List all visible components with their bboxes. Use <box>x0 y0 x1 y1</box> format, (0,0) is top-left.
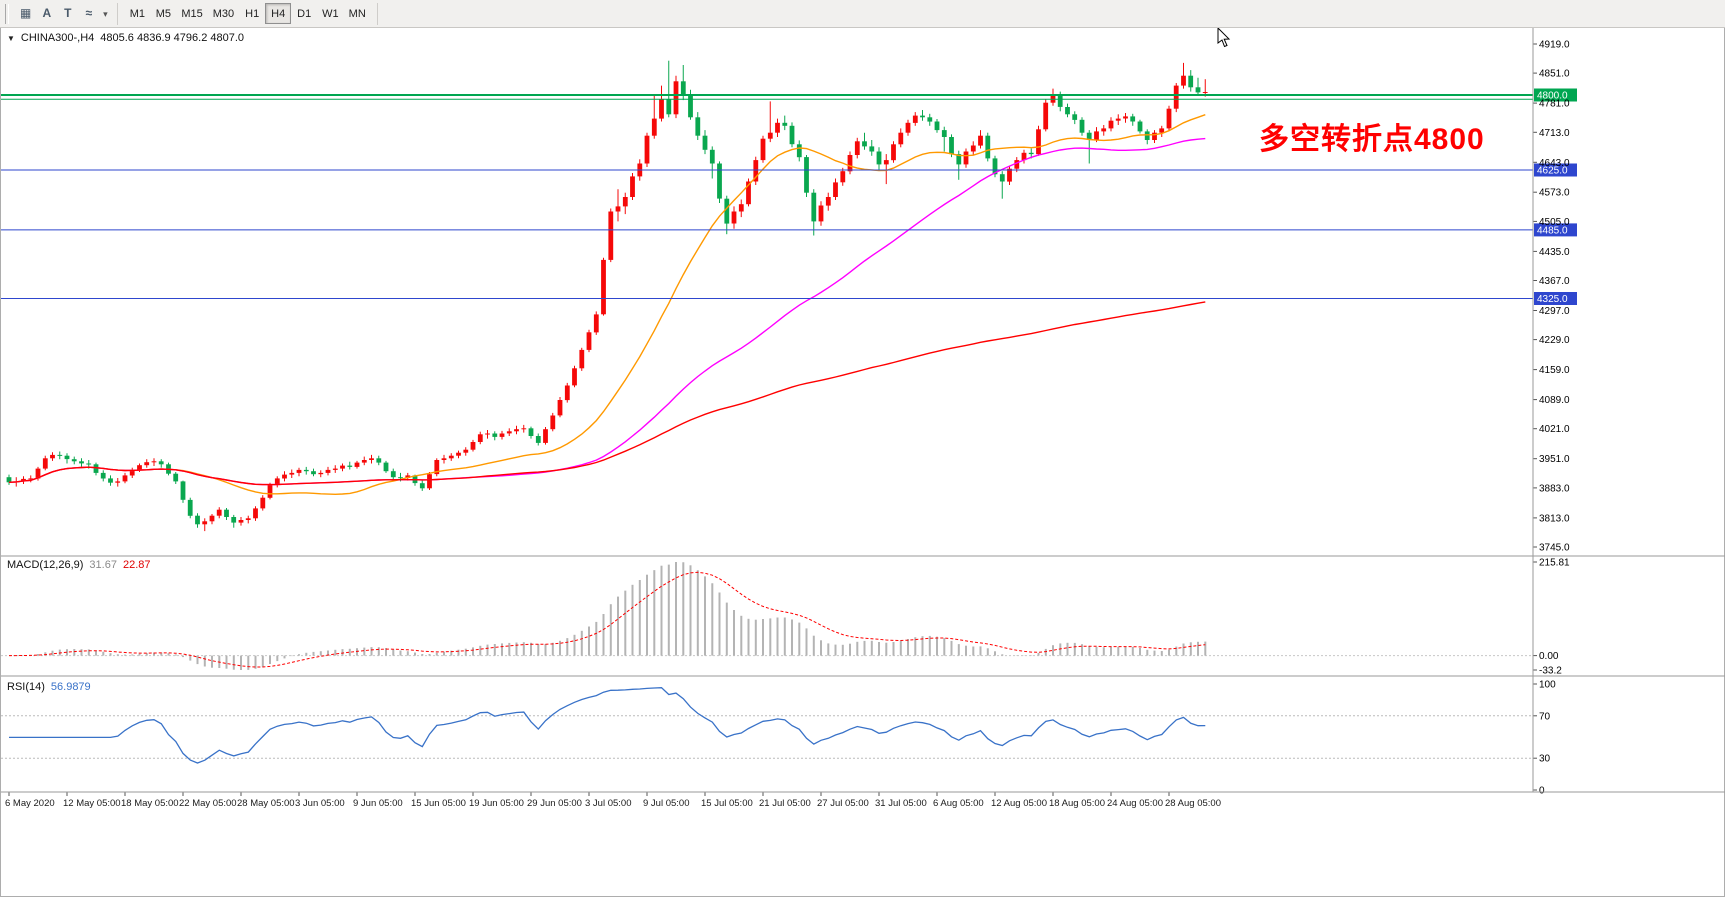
svg-text:21 Jul 05:00: 21 Jul 05:00 <box>759 798 811 809</box>
toolbar-separator <box>117 2 119 25</box>
rsi-panel <box>1 687 1533 764</box>
svg-text:15 Jun 05:00: 15 Jun 05:00 <box>411 798 466 809</box>
svg-text:4229.0: 4229.0 <box>1539 335 1570 346</box>
timeframe-button-w1[interactable]: W1 <box>317 3 344 24</box>
svg-text:30: 30 <box>1539 754 1551 765</box>
toolbar-grip[interactable] <box>5 3 9 24</box>
svg-text:29 Jun 05:00: 29 Jun 05:00 <box>527 798 582 809</box>
svg-text:3745.0: 3745.0 <box>1539 543 1570 554</box>
svg-text:3951.0: 3951.0 <box>1539 454 1570 465</box>
timeframe-button-mn[interactable]: MN <box>344 3 371 24</box>
macd-label: MACD(12,26,9) 31.67 22.87 <box>7 559 150 571</box>
timeframe-button-m5[interactable]: M5 <box>150 3 176 24</box>
svg-text:4643.0: 4643.0 <box>1539 158 1570 169</box>
ohlc-label: 4805.6 4836.9 4796.2 4807.0 <box>100 32 245 44</box>
toolbar: ▦ A T ≈ ▾ M1 M5 M15 M30 H1 H4 D1 W1 MN <box>0 0 1725 28</box>
svg-text:4021.0: 4021.0 <box>1539 424 1570 435</box>
chart-canvas[interactable]: 4800.0 4625.0 4485.0 4325.0 4919.0 4851.0 4781… <box>1 28 1725 897</box>
chart-title: ▼ CHINA300-,H4 4805.6 4836.9 4796.2 4807… <box>7 32 244 44</box>
svg-text:28 May 05:00: 28 May 05:00 <box>237 798 295 809</box>
timeframe-button-d1[interactable]: D1 <box>291 3 317 24</box>
svg-text:4367.0: 4367.0 <box>1539 276 1570 287</box>
svg-text:4325.0: 4325.0 <box>1537 294 1568 305</box>
symbol-label: CHINA300-,H4 <box>20 32 95 44</box>
svg-text:4851.0: 4851.0 <box>1539 69 1570 80</box>
tile-windows-icon[interactable]: ▦ <box>15 2 36 23</box>
annotation-text[interactable]: 多空转折点4800 <box>1259 123 1485 156</box>
svg-text:4800.0: 4800.0 <box>1537 91 1568 102</box>
chevron-down-icon[interactable]: ▾ <box>99 4 111 25</box>
svg-text:12 May 05:00: 12 May 05:00 <box>63 798 121 809</box>
svg-text:18 Aug 05:00: 18 Aug 05:00 <box>1049 798 1105 809</box>
svg-text:15 Jul 05:00: 15 Jul 05:00 <box>701 798 753 809</box>
svg-text:100: 100 <box>1539 680 1556 691</box>
svg-text:9 Jun 05:00: 9 Jun 05:00 <box>353 798 403 809</box>
timeframe-button-m30[interactable]: M30 <box>208 3 239 24</box>
timeframe-button-h4[interactable]: H4 <box>265 3 292 24</box>
svg-text:4435.0: 4435.0 <box>1539 247 1570 258</box>
timeframe-button-m15[interactable]: M15 <box>176 3 207 24</box>
svg-text:-33.2: -33.2 <box>1539 666 1562 677</box>
horizontal-levels-layer <box>1 94 1533 299</box>
chart-window: 4800.0 4625.0 4485.0 4325.0 4919.0 4851.0 4781… <box>0 26 1725 897</box>
timeframe-button-m1[interactable]: M1 <box>124 3 150 24</box>
indicators-icon[interactable]: ≈ <box>78 2 99 23</box>
svg-text:4781.0: 4781.0 <box>1539 99 1570 110</box>
svg-text:70: 70 <box>1539 711 1551 722</box>
time-axis: 6 May 2020 12 May 05:00 18 May 05:00 22 May… <box>5 792 1221 809</box>
macd-main-value: 31.67 <box>89 559 117 571</box>
svg-text:3 Jul 05:00: 3 Jul 05:00 <box>585 798 631 809</box>
svg-text:4573.0: 4573.0 <box>1539 188 1570 199</box>
svg-text:4505.0: 4505.0 <box>1539 217 1570 228</box>
svg-text:22 May 05:00: 22 May 05:00 <box>179 798 237 809</box>
svg-text:28 Aug 05:00: 28 Aug 05:00 <box>1165 798 1221 809</box>
timeframes-group: M1 M5 M15 M30 H1 H4 D1 W1 MN <box>124 3 370 24</box>
svg-text:6 May 2020: 6 May 2020 <box>5 798 55 809</box>
svg-text:4159.0: 4159.0 <box>1539 365 1570 376</box>
toolbar-icon-group: ▦ A T ≈ ▾ <box>15 2 111 25</box>
svg-text:0: 0 <box>1539 786 1545 797</box>
svg-text:3883.0: 3883.0 <box>1539 483 1570 494</box>
svg-text:4089.0: 4089.0 <box>1539 395 1570 406</box>
rsi-label: RSI(14) 56.9879 <box>7 681 91 693</box>
svg-text:3 Jun 05:00: 3 Jun 05:00 <box>295 798 345 809</box>
svg-text:31 Jul 05:00: 31 Jul 05:00 <box>875 798 927 809</box>
macd-name: MACD(12,26,9) <box>7 559 84 571</box>
svg-text:4713.0: 4713.0 <box>1539 128 1570 139</box>
rsi-value: 56.9879 <box>50 681 91 693</box>
font-tool-icon[interactable]: A <box>36 2 57 23</box>
text-tool-icon[interactable]: T <box>57 2 78 23</box>
svg-text:3813.0: 3813.0 <box>1539 513 1570 524</box>
svg-text:19 Jun 05:00: 19 Jun 05:00 <box>469 798 524 809</box>
collapse-triangle-icon[interactable]: ▼ <box>7 33 15 43</box>
svg-text:6 Aug 05:00: 6 Aug 05:00 <box>933 798 984 809</box>
rsi-name: RSI(14) <box>7 681 45 693</box>
svg-text:4625.0: 4625.0 <box>1537 166 1568 177</box>
svg-text:4485.0: 4485.0 <box>1537 225 1568 236</box>
svg-text:12 Aug 05:00: 12 Aug 05:00 <box>991 798 1047 809</box>
svg-text:24 Aug 05:00: 24 Aug 05:00 <box>1107 798 1163 809</box>
svg-text:0.00: 0.00 <box>1539 651 1559 662</box>
svg-text:9 Jul 05:00: 9 Jul 05:00 <box>643 798 689 809</box>
timeframe-button-h1[interactable]: H1 <box>239 3 265 24</box>
price-axis: 4800.0 4625.0 4485.0 4325.0 4919.0 4851.0 4781… <box>1533 40 1577 797</box>
svg-text:18 May 05:00: 18 May 05:00 <box>121 798 179 809</box>
svg-text:215.81: 215.81 <box>1539 558 1570 569</box>
svg-text:27 Jul 05:00: 27 Jul 05:00 <box>817 798 869 809</box>
macd-signal-value: 22.87 <box>122 559 151 571</box>
svg-text:4297.0: 4297.0 <box>1539 306 1570 317</box>
macd-panel <box>1 562 1533 670</box>
panel-separators <box>1 28 1725 793</box>
toolbar-separator <box>376 2 378 25</box>
moving-averages-layer <box>8 114 1206 496</box>
candlesticks-layer <box>6 60 1208 532</box>
svg-text:4919.0: 4919.0 <box>1539 40 1570 51</box>
